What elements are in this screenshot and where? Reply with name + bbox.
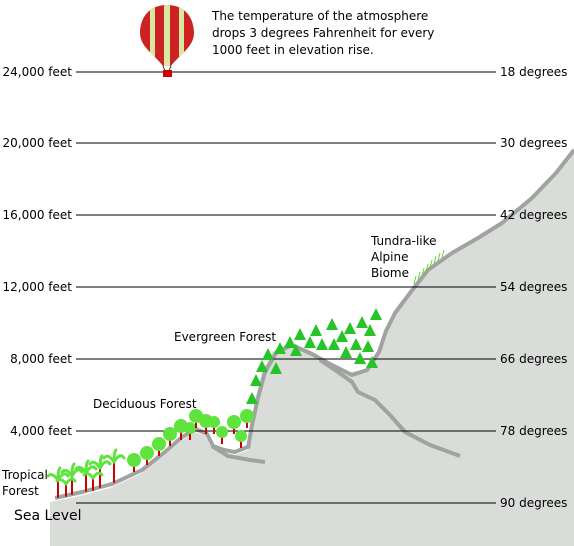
note-line-2: drops 3 degrees Fahrenheit for every bbox=[212, 26, 434, 40]
temperature-label-42: 42 degrees bbox=[500, 208, 567, 222]
deciduous-tree-icon bbox=[235, 430, 247, 448]
hot-air-balloon-icon bbox=[140, 5, 194, 77]
biome-label-deciduous: Deciduous Forest bbox=[93, 397, 197, 411]
elevation-label-20000: 20,000 feet bbox=[3, 136, 73, 150]
palm-tree-icon bbox=[82, 471, 104, 491]
temperature-label-18: 18 degrees bbox=[500, 65, 567, 79]
evergreen-tree-icon bbox=[366, 356, 378, 368]
deciduous-forest-trees bbox=[127, 409, 254, 472]
deciduous-tree-icon bbox=[152, 437, 166, 456]
evergreen-tree-icon bbox=[370, 308, 382, 320]
deciduous-tree-icon bbox=[163, 427, 177, 446]
palm-tree-icon bbox=[55, 477, 77, 497]
biome-label-tropical-2: Forest bbox=[2, 484, 39, 498]
evergreen-tree-icon bbox=[354, 352, 366, 364]
deciduous-tree-icon bbox=[184, 422, 196, 440]
palm-tree-icon bbox=[46, 466, 70, 498]
temperature-label-30: 30 degrees bbox=[500, 136, 567, 150]
elevation-label-24000: 24,000 feet bbox=[3, 65, 73, 79]
mountain-shape bbox=[50, 148, 574, 546]
evergreen-tree-icon bbox=[256, 360, 268, 372]
evergreen-tree-icon bbox=[336, 330, 348, 342]
evergreen-tree-icon bbox=[274, 342, 286, 354]
biome-label-tropical-1: Tropical bbox=[1, 468, 48, 482]
evergreen-tree-icon bbox=[270, 362, 282, 374]
evergreen-tree-icon bbox=[304, 336, 316, 348]
evergreen-tree-icon bbox=[290, 344, 302, 356]
evergreen-tree-icon bbox=[356, 316, 368, 328]
elevation-label-8000: 8,000 feet bbox=[10, 352, 72, 366]
valley-ridge bbox=[318, 358, 461, 458]
evergreen-tree-icon bbox=[362, 340, 374, 352]
evergreen-tree-icon bbox=[310, 324, 322, 336]
sea-level-label: Sea Level bbox=[14, 508, 81, 524]
evergreen-tree-icon bbox=[340, 346, 352, 358]
evergreen-forest-trees bbox=[246, 308, 382, 404]
deciduous-tree-icon bbox=[127, 453, 141, 472]
mountain-ridge-inner bbox=[210, 444, 266, 464]
biome-label-evergreen: Evergreen Forest bbox=[174, 330, 276, 344]
deciduous-tree-icon bbox=[240, 409, 254, 428]
note-line-3: 1000 feet in elevation rise. bbox=[212, 43, 374, 57]
biome-label-tundra-1: Tundra-like bbox=[370, 234, 437, 248]
temperature-label-66: 66 degrees bbox=[500, 352, 567, 366]
biome-label-tundra-3: Biome bbox=[371, 266, 409, 280]
deciduous-tree-icon bbox=[227, 415, 241, 434]
evergreen-tree-icon bbox=[262, 348, 274, 360]
palm-tree-icon bbox=[88, 454, 112, 488]
temperature-label-90: 90 degrees bbox=[500, 496, 567, 510]
palm-tree-icon bbox=[60, 462, 84, 495]
deciduous-tree-icon bbox=[208, 416, 220, 434]
evergreen-tree-icon bbox=[250, 374, 262, 386]
temperature-label-78: 78 degrees bbox=[500, 424, 567, 438]
evergreen-tree-icon bbox=[326, 318, 338, 330]
evergreen-tree-icon bbox=[284, 336, 296, 348]
alpine-grass bbox=[413, 249, 445, 285]
elevation-label-16000: 16,000 feet bbox=[3, 208, 73, 222]
evergreen-tree-icon bbox=[344, 322, 356, 334]
tropical-forest-trees bbox=[46, 448, 126, 498]
deciduous-tree-icon bbox=[140, 446, 154, 465]
evergreen-tree-icon bbox=[246, 392, 258, 404]
elevation-label-12000: 12,000 feet bbox=[3, 280, 73, 294]
deciduous-tree-icon bbox=[216, 426, 228, 444]
evergreen-tree-icon bbox=[364, 324, 376, 336]
note-line-1: The temperature of the atmosphere bbox=[211, 9, 428, 23]
evergreen-tree-icon bbox=[350, 338, 362, 350]
biome-label-tundra-2: Alpine bbox=[371, 250, 408, 264]
mountain-ridge-main bbox=[246, 148, 574, 449]
elevation-label-4000: 4,000 feet bbox=[10, 424, 72, 438]
evergreen-tree-icon bbox=[294, 328, 306, 340]
evergreen-tree-icon bbox=[316, 338, 328, 350]
temperature-label-54: 54 degrees bbox=[500, 280, 567, 294]
palm-tree-icon bbox=[74, 459, 98, 492]
evergreen-tree-icon bbox=[328, 338, 340, 350]
palm-tree-icon bbox=[102, 448, 126, 483]
